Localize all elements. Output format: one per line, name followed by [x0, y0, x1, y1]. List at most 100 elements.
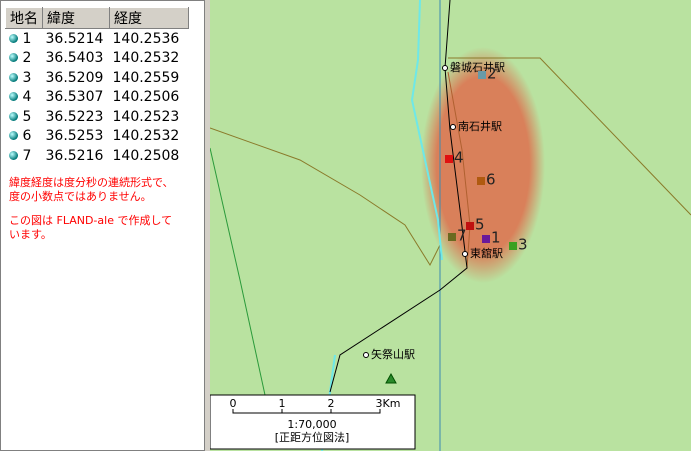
- cell-text: 6: [22, 128, 32, 145]
- row-icon: [8, 53, 18, 63]
- cell-text: 7: [22, 147, 32, 164]
- cell-text: 36.5307: [45, 89, 104, 106]
- station-label: 東舘駅: [470, 246, 503, 260]
- cell-text: 140.2559: [112, 69, 180, 86]
- station-icon: [363, 352, 369, 358]
- heat-area: [421, 47, 545, 283]
- point-marker[interactable]: [478, 71, 486, 79]
- station-label: 矢祭山駅: [371, 347, 415, 361]
- row-icon: [8, 33, 18, 43]
- summit-icon: [385, 372, 397, 384]
- cell-text: 4: [22, 89, 32, 106]
- scale-label: 2: [328, 397, 335, 410]
- cell-text: 140.2508: [112, 147, 180, 164]
- table-cell: 36.5253: [43, 127, 110, 147]
- point-marker[interactable]: [482, 235, 490, 243]
- cell-text: 140.2532: [112, 50, 180, 67]
- point-label: 4: [454, 149, 464, 167]
- table-cell: 36.5307: [43, 88, 110, 108]
- table-cell: 140.2532: [110, 49, 189, 69]
- table-row[interactable]: 5 36.5223 140.2523: [6, 107, 189, 127]
- header-cell[interactable]: 地名: [5, 7, 43, 29]
- point-label: 2: [487, 65, 497, 83]
- point-label: 3: [518, 236, 528, 254]
- station-icon: [450, 124, 456, 130]
- road: [210, 147, 266, 396]
- point-marker[interactable]: [445, 155, 453, 163]
- cell-text: 36.5209: [45, 69, 104, 86]
- scale-label: 1: [279, 397, 286, 410]
- table-cell: 6: [6, 127, 43, 147]
- cell-text: 5: [22, 108, 32, 125]
- station-label: 磐城石井駅: [450, 60, 505, 74]
- table-cell: 7: [6, 146, 43, 166]
- table-cell: 36.5216: [43, 146, 110, 166]
- row-icon: [8, 111, 18, 121]
- left-panel: 地名 緯度 経度 1 36.5214 140.2536 2 36.5403 140.253…: [0, 0, 205, 451]
- row-icon: [8, 92, 18, 102]
- cell-text: 36.5214: [45, 30, 104, 47]
- table-cell: 140.2523: [110, 107, 189, 127]
- note: 緯度経度は度分秒の連続形式で、 度の小数点ではありません。: [9, 176, 204, 204]
- table-cell: 36.5209: [43, 68, 110, 88]
- scale-label: 0: [230, 397, 237, 410]
- table-row[interactable]: 3 36.5209 140.2559: [6, 68, 189, 88]
- table-row[interactable]: 7 36.5216 140.2508: [6, 146, 189, 166]
- note-line: 緯度経度は度分秒の連続形式で、: [9, 175, 174, 189]
- table-cell: 140.2532: [110, 127, 189, 147]
- table-cell: 4: [6, 88, 43, 108]
- table-row[interactable]: 2 36.5403 140.2532: [6, 49, 189, 69]
- cell-text: 140.2532: [112, 128, 180, 145]
- scale-ratio: 1:70,000: [287, 418, 336, 431]
- station-icon: [462, 251, 468, 257]
- road: [210, 127, 441, 267]
- table-cell: 1: [6, 29, 43, 49]
- projection: [正距方位図法]: [275, 430, 350, 444]
- table-cell: 2: [6, 49, 43, 69]
- table-cell: 36.5223: [43, 107, 110, 127]
- cell-text: 140.2523: [112, 108, 180, 125]
- table-cell: 3: [6, 68, 43, 88]
- point-marker[interactable]: [477, 177, 485, 185]
- road: [448, 57, 691, 216]
- table-cell: 36.5214: [43, 29, 110, 49]
- header-cell[interactable]: 経度: [109, 7, 189, 29]
- point-marker[interactable]: [466, 222, 474, 230]
- table-cell: 140.2559: [110, 68, 189, 88]
- header-cell[interactable]: 緯度: [42, 7, 110, 29]
- note: この図は FLAND-ale で作成して います。: [9, 214, 204, 242]
- road: [447, 71, 471, 269]
- point-label: 5: [475, 216, 485, 234]
- cell-text: 3: [22, 69, 32, 86]
- cell-text: 1: [22, 30, 32, 47]
- table-cell: 140.2508: [110, 146, 189, 166]
- table-row[interactable]: 6 36.5253 140.2532: [6, 127, 189, 147]
- scale-label: 3Km: [376, 397, 401, 410]
- scale-box: [210, 394, 416, 450]
- station-label: 南石井駅: [458, 119, 502, 133]
- point-label: 6: [486, 171, 496, 189]
- table-row[interactable]: 4 36.5307 140.2506: [6, 88, 189, 108]
- table-cell: 5: [6, 107, 43, 127]
- cell-text: 140.2536: [112, 30, 180, 47]
- cell-text: 36.5223: [45, 108, 104, 125]
- river: [410, 0, 443, 261]
- cell-text: 140.2506: [112, 89, 180, 106]
- table-cell: 140.2506: [110, 88, 189, 108]
- note-line: います。: [9, 227, 52, 241]
- row-icon: [8, 150, 18, 160]
- point-marker[interactable]: [448, 233, 456, 241]
- point-marker[interactable]: [509, 242, 517, 250]
- cell-text: 2: [22, 50, 32, 67]
- row-icon: [8, 131, 18, 141]
- table-row[interactable]: 1 36.5214 140.2536: [6, 29, 189, 49]
- railway: [329, 0, 468, 393]
- cell-text: 36.5403: [45, 50, 104, 67]
- coord-table: 地名 緯度 経度 1 36.5214 140.2536 2 36.5403 140.253…: [5, 7, 189, 166]
- cell-text: 36.5216: [45, 147, 104, 164]
- table-cell: 36.5403: [43, 49, 110, 69]
- cell-text: 36.5253: [45, 128, 104, 145]
- point-label: 1: [491, 229, 501, 247]
